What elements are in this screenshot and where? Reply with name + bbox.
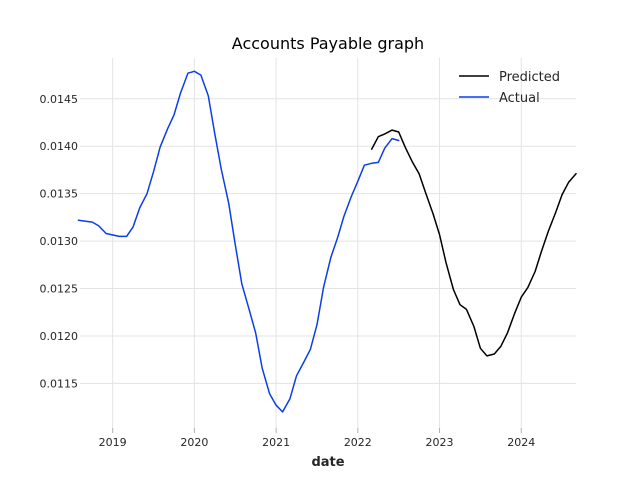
- legend: Predicted Actual: [459, 70, 560, 106]
- y-tick-label: 0.0135: [40, 188, 79, 201]
- x-axis-ticks: 2019 2020 2021 2022 2023 2024: [99, 428, 535, 449]
- y-tick-label: 0.0145: [40, 93, 79, 106]
- y-tick-label: 0.0115: [40, 377, 79, 390]
- legend-label-actual: Actual: [499, 91, 540, 106]
- grid: [80, 58, 576, 428]
- y-axis-ticks: 0.0115 0.0120 0.0125 0.0130 0.0135 0.0140 0.01…: [40, 93, 79, 391]
- x-tick-label: 2020: [180, 436, 208, 449]
- y-tick-label: 0.0140: [40, 140, 79, 153]
- series-line-predicted: [370, 129, 577, 357]
- chart-title: Accounts Payable graph: [232, 34, 424, 53]
- x-tick-label: 2024: [507, 436, 535, 449]
- x-tick-label: 2019: [99, 436, 127, 449]
- x-axis-label: date: [311, 455, 344, 470]
- y-tick-label: 0.0120: [40, 330, 79, 343]
- series-line-actual: [77, 70, 400, 413]
- x-tick-label: 2022: [344, 436, 372, 449]
- x-tick-label: 2021: [262, 436, 290, 449]
- series-layer: [77, 70, 577, 413]
- x-tick-label: 2023: [426, 436, 454, 449]
- y-tick-label: 0.0125: [40, 283, 79, 296]
- legend-label-predicted: Predicted: [499, 70, 560, 85]
- y-tick-label: 0.0130: [40, 235, 79, 248]
